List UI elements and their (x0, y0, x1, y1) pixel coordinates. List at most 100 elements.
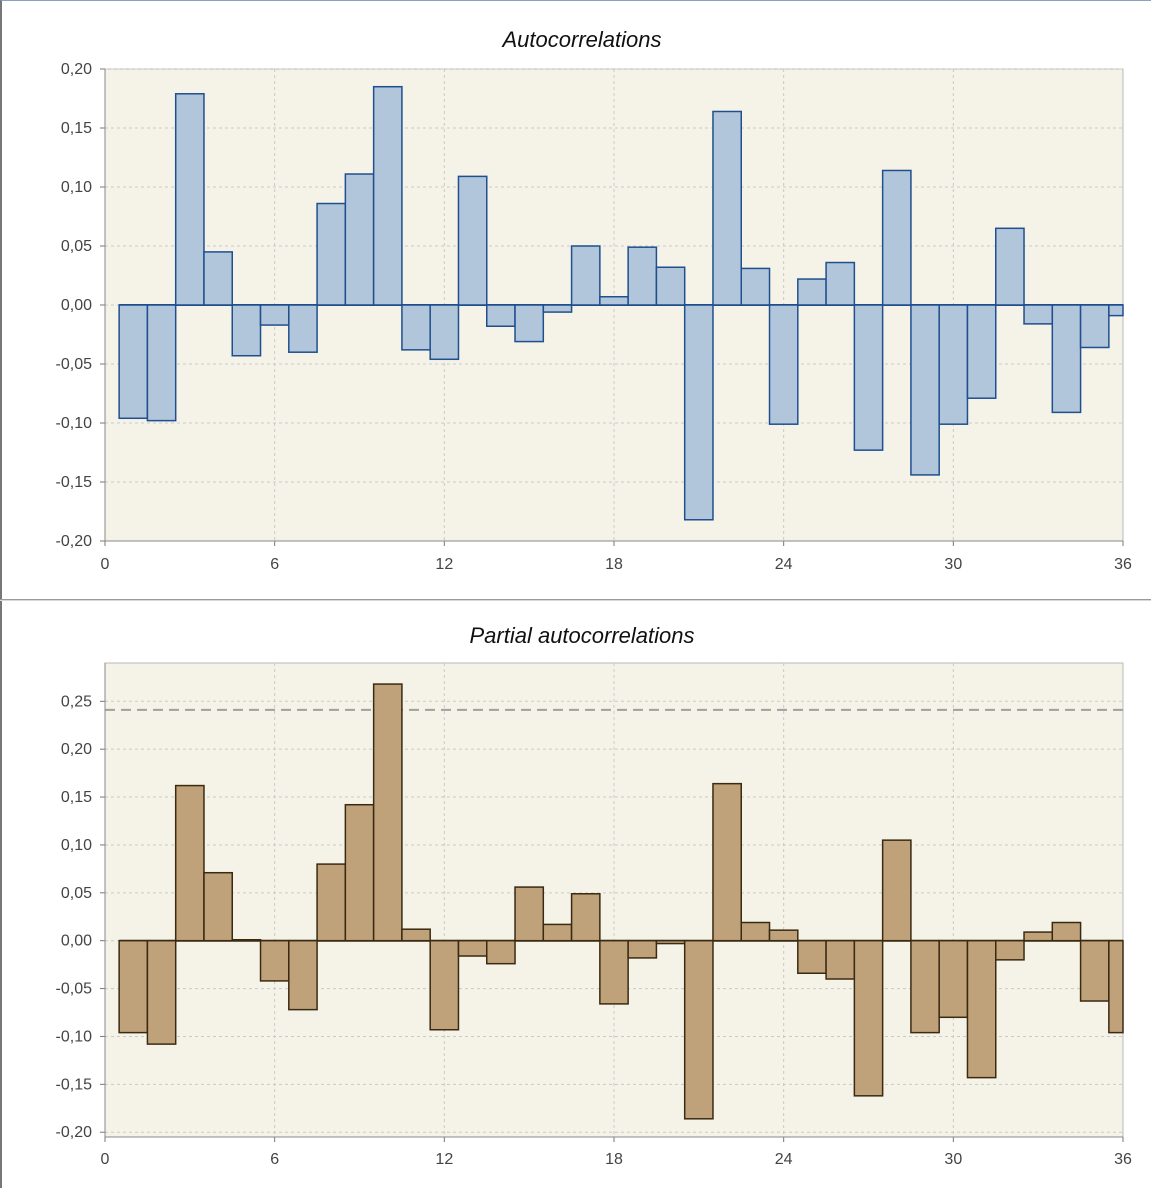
acf-bar-lag-15 (514, 304, 545, 343)
pacf-bar-lag-19 (627, 939, 658, 959)
acf-bar-lag-4 (203, 251, 234, 306)
pacf-bar-lag-25 (797, 939, 827, 975)
pacf-bar-lag-29 (910, 939, 940, 1034)
pacf-bar-lag-6 (259, 939, 290, 982)
pacf-bar-lag-10 (372, 683, 403, 942)
acf-x-tick-label: 6 (270, 556, 279, 573)
acf-bar-lag-32 (995, 227, 1025, 306)
acf-bar-lag-2 (146, 304, 177, 422)
pacf-y-tick-label: 0,05 (61, 885, 92, 902)
acf-y-tick-label: 0,05 (61, 238, 92, 255)
pacf-bar-lag-5 (231, 938, 262, 942)
acf-bar-lag-10 (372, 85, 403, 306)
acf-x-tick-label: 24 (775, 556, 793, 573)
pacf-bar-lag-34 (1051, 921, 1082, 942)
pacf-bar-lag-24 (768, 929, 799, 942)
pacf-x-tick-label: 6 (270, 1151, 279, 1168)
pacf-bar-lag-11 (401, 928, 431, 942)
acf-y-tick-label: -0,10 (56, 415, 93, 432)
acf-bar-lag-13 (457, 175, 488, 306)
pacf-bar-lag-3 (174, 784, 205, 942)
pacf-y-tick-label: -0,20 (56, 1124, 93, 1141)
pacf-y-tick-label: -0,15 (56, 1076, 93, 1093)
acf-panel: Autocorrelations 0,20 0,15 0,10 0,05 0,00 -0,… (0, 0, 1151, 600)
acf-bar-lag-3 (174, 93, 205, 306)
acf-bar-lag-12 (429, 304, 460, 361)
acf-bar-lag-9 (344, 173, 375, 306)
pacf-bar-lag-7 (288, 939, 318, 1011)
pacf-x-tick-label: 0 (101, 1151, 110, 1168)
acf-bar-lag-33 (1023, 304, 1054, 325)
pacf-bar-lag-32 (995, 939, 1025, 961)
acf-y-tick-label: 0,15 (61, 120, 92, 137)
acf-bar-lag-17 (570, 245, 601, 306)
acf-x-tick-label: 30 (944, 556, 962, 573)
pacf-bar-lag-16 (542, 923, 573, 942)
pacf-y-tick-label: -0,10 (56, 1028, 93, 1045)
pacf-bar-lag-36 (1108, 939, 1124, 1034)
acf-bar-lag-30 (938, 304, 969, 425)
pacf-bar-lag-26 (825, 939, 856, 980)
acf-x-tick-label: 0 (101, 556, 110, 573)
acf-bar-lag-20 (655, 266, 686, 306)
pacf-bar-lag-30 (938, 939, 969, 1019)
acf-bar-lag-14 (486, 304, 516, 327)
pacf-bar-lag-23 (740, 921, 771, 942)
acf-bar-lag-35 (1079, 304, 1110, 349)
pacf-panel: Partial autocorrelations 0,25 0,20 0,15 0,1… (0, 601, 1151, 1188)
pacf-bar-lag-1 (118, 939, 149, 1034)
pacf-bar-lag-4 (203, 871, 234, 942)
pacf-bar-lag-9 (344, 803, 375, 942)
acf-y-tick-label: -0,20 (56, 533, 93, 550)
acf-bar-lag-31 (966, 304, 997, 399)
acf-bar-lag-34 (1051, 304, 1082, 414)
pacf-bar-lag-13 (457, 939, 488, 957)
acf-bar-lag-6 (259, 304, 290, 326)
acf-bar-lag-19 (627, 246, 658, 306)
acf-bar-lag-25 (797, 278, 827, 306)
pacf-x-tick-label: 24 (775, 1151, 793, 1168)
acf-x-tick-label: 36 (1114, 556, 1132, 573)
acf-y-tick-label: 0,00 (61, 297, 92, 314)
pacf-chart: Partial autocorrelations 0,25 0,20 0,15 0,1… (56, 623, 1132, 1168)
pacf-y-tick-label: 0,10 (61, 837, 92, 854)
pacf-bar-lag-8 (316, 863, 347, 942)
pacf-y-tick-label: 0,15 (61, 789, 92, 806)
pacf-bar-lag-31 (966, 939, 997, 1079)
acf-bar-lag-23 (740, 267, 771, 306)
pacf-x-tick-label: 18 (605, 1151, 623, 1168)
acf-bar-lag-24 (768, 304, 799, 425)
pacf-bar-lag-14 (486, 939, 516, 965)
acf-bar-lag-22 (712, 110, 743, 306)
pacf-bar-lag-28 (881, 839, 912, 942)
acf-y-tick-label: 0,20 (61, 61, 92, 78)
pacf-bar-lag-12 (429, 939, 460, 1031)
pacf-bar-lag-18 (599, 939, 629, 1005)
pacf-bar-lag-20 (655, 939, 686, 945)
pacf-bar-lag-21 (683, 939, 714, 1120)
acf-x-tick-label: 12 (435, 556, 453, 573)
pacf-bar-lag-17 (570, 893, 601, 942)
acf-bar-lag-29 (910, 304, 940, 476)
pacf-bar-lag-15 (514, 886, 545, 942)
acf-chart-title: Autocorrelations (501, 27, 662, 52)
pacf-bar-lag-2 (146, 939, 177, 1045)
acf-bar-lag-7 (288, 304, 318, 353)
pacf-bar-lag-22 (712, 782, 743, 942)
acf-bar-lag-1 (118, 304, 149, 420)
acf-bar-lag-36 (1108, 304, 1124, 317)
pacf-bar-lag-27 (853, 939, 884, 1097)
acf-bar-lag-18 (599, 295, 629, 306)
acf-bar-lag-11 (401, 304, 431, 351)
acf-bar-lag-5 (231, 304, 262, 357)
acf-chart: Autocorrelations 0,20 0,15 0,10 0,05 0,00 -0,… (56, 27, 1132, 573)
pacf-x-tick-label: 12 (435, 1151, 453, 1168)
pacf-y-tick-label: 0,20 (61, 741, 92, 758)
acf-y-tick-label: -0,15 (56, 474, 93, 491)
acf-y-tick-label: 0,10 (61, 179, 92, 196)
pacf-chart-title: Partial autocorrelations (469, 623, 694, 648)
pacf-x-tick-label: 30 (944, 1151, 962, 1168)
pacf-x-tick-label: 36 (1114, 1151, 1132, 1168)
acf-bar-lag-21 (683, 304, 714, 521)
pacf-y-tick-label: -0,05 (56, 981, 93, 998)
